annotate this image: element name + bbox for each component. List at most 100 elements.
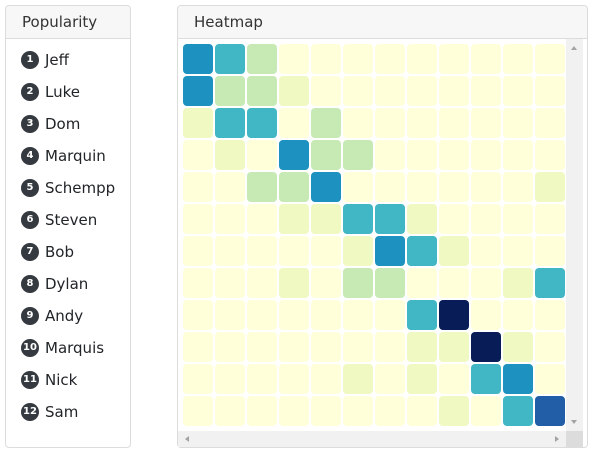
heatmap-cell[interactable]	[503, 76, 533, 106]
heatmap-cell[interactable]	[215, 396, 245, 426]
heatmap-cell[interactable]	[503, 204, 533, 234]
heatmap-cell[interactable]	[183, 268, 213, 298]
heatmap-cell[interactable]	[375, 300, 405, 330]
heatmap-cell[interactable]	[343, 140, 373, 170]
heatmap-cell[interactable]	[311, 268, 341, 298]
heatmap-cell[interactable]	[375, 268, 405, 298]
heatmap-cell[interactable]	[407, 44, 437, 74]
heatmap-cell[interactable]	[279, 108, 309, 138]
heatmap-cell[interactable]	[343, 44, 373, 74]
heatmap-cell[interactable]	[439, 108, 469, 138]
heatmap-cell[interactable]	[503, 332, 533, 362]
heatmap-cell[interactable]	[471, 204, 501, 234]
list-item[interactable]: 5 Schempp	[21, 177, 115, 199]
heatmap-cell[interactable]	[535, 268, 565, 298]
heatmap-cell[interactable]	[471, 268, 501, 298]
heatmap-cell[interactable]	[247, 364, 277, 394]
heatmap-cell[interactable]	[215, 76, 245, 106]
heatmap-cell[interactable]	[215, 140, 245, 170]
heatmap-cell[interactable]	[503, 364, 533, 394]
heatmap-cell[interactable]	[343, 236, 373, 266]
heatmap-cell[interactable]	[311, 44, 341, 74]
heatmap-cell[interactable]	[535, 396, 565, 426]
heatmap-cell[interactable]	[407, 332, 437, 362]
list-item[interactable]: 11 Nick	[21, 369, 77, 391]
list-item[interactable]: 1 Jeff	[21, 49, 69, 71]
heatmap-cell[interactable]	[471, 172, 501, 202]
heatmap-cell[interactable]	[343, 396, 373, 426]
heatmap-cell[interactable]	[215, 172, 245, 202]
heatmap-cell[interactable]	[343, 76, 373, 106]
heatmap-cell[interactable]	[407, 140, 437, 170]
list-item[interactable]: 12 Sam	[21, 401, 78, 423]
heatmap-cell[interactable]	[471, 364, 501, 394]
heatmap-cell[interactable]	[343, 108, 373, 138]
heatmap-cell[interactable]	[471, 76, 501, 106]
heatmap-cell[interactable]	[183, 396, 213, 426]
heatmap-cell[interactable]	[535, 172, 565, 202]
heatmap-cell[interactable]	[311, 172, 341, 202]
heatmap-cell[interactable]	[183, 300, 213, 330]
heatmap-cell[interactable]	[439, 236, 469, 266]
heatmap-cell[interactable]	[503, 108, 533, 138]
heatmap-cell[interactable]	[503, 140, 533, 170]
scroll-left-icon[interactable]	[185, 436, 189, 442]
heatmap-cell[interactable]	[279, 44, 309, 74]
heatmap-cell[interactable]	[407, 236, 437, 266]
heatmap-cell[interactable]	[375, 140, 405, 170]
heatmap-cell[interactable]	[215, 364, 245, 394]
heatmap-cell[interactable]	[343, 300, 373, 330]
heatmap-cell[interactable]	[247, 268, 277, 298]
heatmap-cell[interactable]	[343, 332, 373, 362]
heatmap-cell[interactable]	[183, 236, 213, 266]
heatmap-cell[interactable]	[471, 140, 501, 170]
heatmap-cell[interactable]	[247, 300, 277, 330]
heatmap-cell[interactable]	[183, 76, 213, 106]
heatmap-cell[interactable]	[279, 76, 309, 106]
heatmap-cell[interactable]	[439, 268, 469, 298]
heatmap-cell[interactable]	[215, 236, 245, 266]
heatmap-cell[interactable]	[535, 332, 565, 362]
heatmap-cell[interactable]	[183, 44, 213, 74]
heatmap-cell[interactable]	[503, 300, 533, 330]
heatmap-cell[interactable]	[407, 268, 437, 298]
heatmap-cell[interactable]	[535, 44, 565, 74]
heatmap-cell[interactable]	[375, 396, 405, 426]
heatmap-cell[interactable]	[279, 364, 309, 394]
heatmap-cell[interactable]	[279, 332, 309, 362]
heatmap-cell[interactable]	[279, 140, 309, 170]
heatmap-cell[interactable]	[407, 204, 437, 234]
heatmap-cell[interactable]	[535, 140, 565, 170]
list-item[interactable]: 2 Luke	[21, 81, 80, 103]
list-item[interactable]: 8 Dylan	[21, 273, 88, 295]
heatmap-cell[interactable]	[247, 332, 277, 362]
heatmap-cell[interactable]	[375, 364, 405, 394]
heatmap-cell[interactable]	[247, 396, 277, 426]
heatmap-cell[interactable]	[375, 44, 405, 74]
scroll-down-icon[interactable]	[571, 420, 577, 424]
heatmap-cell[interactable]	[183, 172, 213, 202]
heatmap-cell[interactable]	[183, 364, 213, 394]
heatmap-cell[interactable]	[311, 108, 341, 138]
list-item[interactable]: 6 Steven	[21, 209, 97, 231]
list-item[interactable]: 7 Bob	[21, 241, 74, 263]
heatmap-cell[interactable]	[279, 300, 309, 330]
heatmap-cell[interactable]	[343, 364, 373, 394]
heatmap-cell[interactable]	[279, 204, 309, 234]
heatmap-cell[interactable]	[311, 236, 341, 266]
heatmap-cell[interactable]	[183, 332, 213, 362]
heatmap-cell[interactable]	[471, 236, 501, 266]
heatmap-cell[interactable]	[407, 396, 437, 426]
heatmap-cell[interactable]	[183, 140, 213, 170]
heatmap-cell[interactable]	[343, 172, 373, 202]
scroll-right-icon[interactable]	[555, 436, 559, 442]
heatmap-cell[interactable]	[503, 268, 533, 298]
heatmap-cell[interactable]	[279, 268, 309, 298]
heatmap-cell[interactable]	[407, 172, 437, 202]
heatmap-cell[interactable]	[535, 364, 565, 394]
list-item[interactable]: 9 Andy	[21, 305, 83, 327]
heatmap-cell[interactable]	[247, 140, 277, 170]
heatmap-cell[interactable]	[439, 396, 469, 426]
heatmap-cell[interactable]	[535, 204, 565, 234]
heatmap-cell[interactable]	[375, 332, 405, 362]
